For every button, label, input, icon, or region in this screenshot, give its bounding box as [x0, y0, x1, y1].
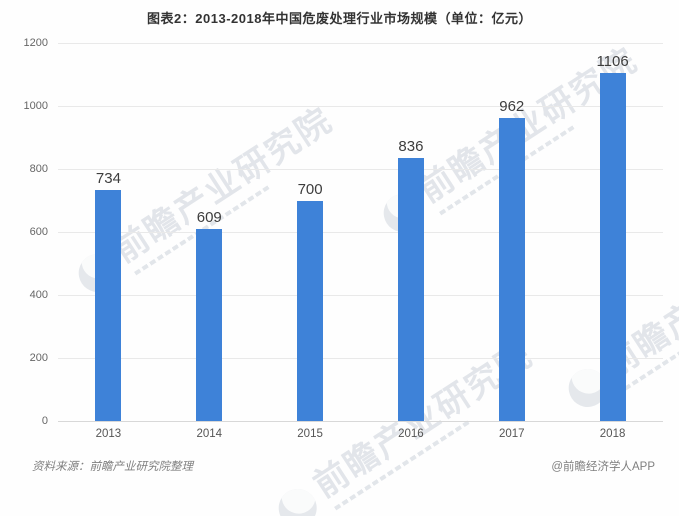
x-axis-tick-label: 2015: [297, 428, 323, 440]
bar-2015: [297, 200, 324, 421]
bar-value-label: 609: [196, 209, 222, 227]
x-axis-tick-label: 2017: [498, 428, 525, 440]
gridline: [58, 358, 663, 359]
gridline: [58, 169, 663, 170]
bar-2017: [498, 117, 525, 421]
bar-value-label: 734: [95, 169, 121, 187]
bar-2014: [196, 229, 223, 421]
bar-value-label: 836: [398, 137, 424, 155]
x-axis-tick-label: 2016: [398, 428, 424, 440]
y-axis-tick-label: 200: [29, 352, 48, 364]
x-axis-tick-label: 2014: [196, 428, 223, 440]
source-note: 资料来源：前瞻产业研究院整理: [32, 461, 193, 473]
plot-area: 734 609 700 836 962 1106: [58, 43, 663, 422]
x-axis-line: [58, 421, 663, 422]
bar-2016: [397, 157, 424, 421]
x-axis-tick-label: 2013: [95, 428, 122, 440]
bar-value-label: 1106: [596, 52, 629, 70]
y-axis-tick-label: 800: [29, 163, 48, 175]
y-axis-tick-label: 1000: [23, 100, 48, 112]
y-axis-tick-label: 600: [29, 226, 48, 238]
credit-note: @前瞻经济学人APP: [551, 461, 655, 473]
gridline: [58, 106, 663, 107]
gridline: [58, 232, 663, 233]
y-axis-tick-label: 1200: [23, 37, 48, 49]
bar-value-label: 700: [297, 180, 323, 198]
bar-value-label: 962: [499, 97, 525, 115]
y-axis-tick-label: 400: [29, 289, 48, 301]
qianzhan-logo-icon: [271, 481, 324, 516]
bar-2018: [599, 72, 626, 421]
chart-title: 图表2：2013-2018年中国危废处理行业市场规模（单位：亿元）: [147, 11, 532, 26]
bar-2013: [95, 189, 122, 421]
x-axis-tick-label: 2018: [599, 428, 626, 440]
y-axis-tick-label: 0: [41, 415, 48, 427]
gridline: [58, 295, 663, 296]
gridline: [58, 43, 663, 44]
